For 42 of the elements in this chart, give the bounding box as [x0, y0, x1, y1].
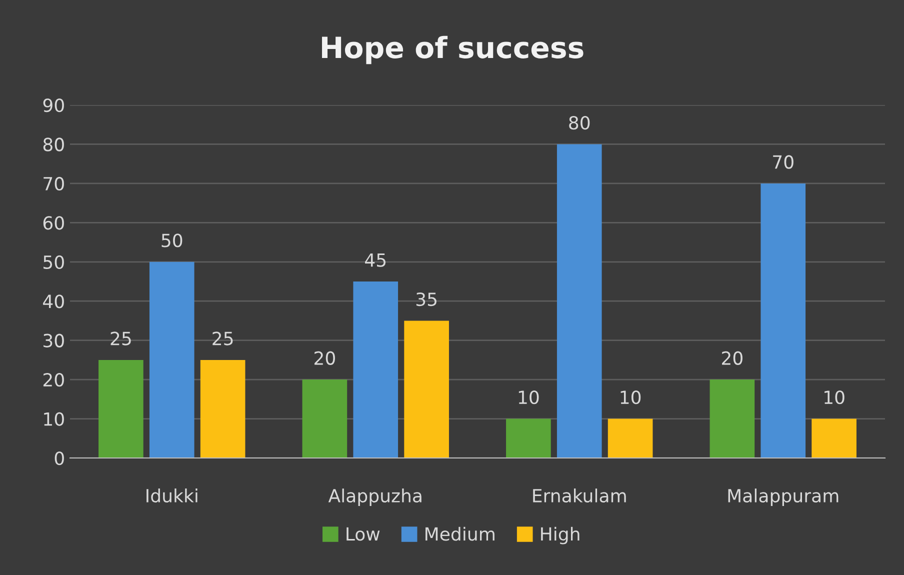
x-tick-label: Ernakulam — [533, 488, 626, 503]
x-tick-label: Alappuzha — [328, 488, 422, 506]
bar — [556, 144, 602, 458]
y-tick-label: 30 — [44, 334, 64, 348]
y-tick-label: 80 — [43, 138, 64, 152]
data-label: 10 — [518, 390, 539, 404]
y-tick-label: 50 — [44, 255, 64, 270]
bar — [149, 262, 194, 458]
data-label: 10 — [824, 390, 844, 404]
data-label: 20 — [722, 351, 742, 365]
data-label: 25 — [212, 332, 233, 346]
x-tick-label: Malappuram — [728, 488, 838, 506]
bar — [353, 282, 398, 458]
data-label: 10 — [620, 390, 641, 404]
bar — [404, 320, 449, 458]
bar — [302, 380, 348, 458]
data-label: 35 — [416, 292, 436, 306]
chart-title: Hope of success — [322, 36, 584, 64]
data-label: 25 — [110, 332, 131, 346]
bar — [200, 360, 246, 458]
y-tick-label: 70 — [44, 176, 64, 191]
legend-label: Medium — [426, 526, 494, 541]
bar — [812, 418, 856, 458]
legend-label: High — [541, 526, 580, 544]
x-tick-label: Idukki — [146, 488, 198, 503]
y-tick-label: 40 — [43, 294, 64, 308]
bar — [506, 418, 551, 458]
data-label: 70 — [773, 155, 794, 169]
bar — [760, 183, 806, 458]
y-tick-label: 90 — [43, 98, 64, 112]
bar — [98, 360, 144, 458]
data-label: 20 — [314, 351, 335, 365]
y-tick-label: 20 — [43, 373, 64, 387]
y-tick-label: 10 — [44, 412, 64, 426]
legend-label: Low — [346, 527, 380, 541]
y-tick-label: 0 — [54, 451, 64, 466]
data-label: 50 — [162, 234, 182, 248]
y-tick-label: 60 — [43, 216, 64, 230]
bar — [710, 380, 755, 458]
data-label: 45 — [365, 253, 386, 267]
data-label: 80 — [569, 116, 590, 130]
bar — [608, 418, 653, 458]
